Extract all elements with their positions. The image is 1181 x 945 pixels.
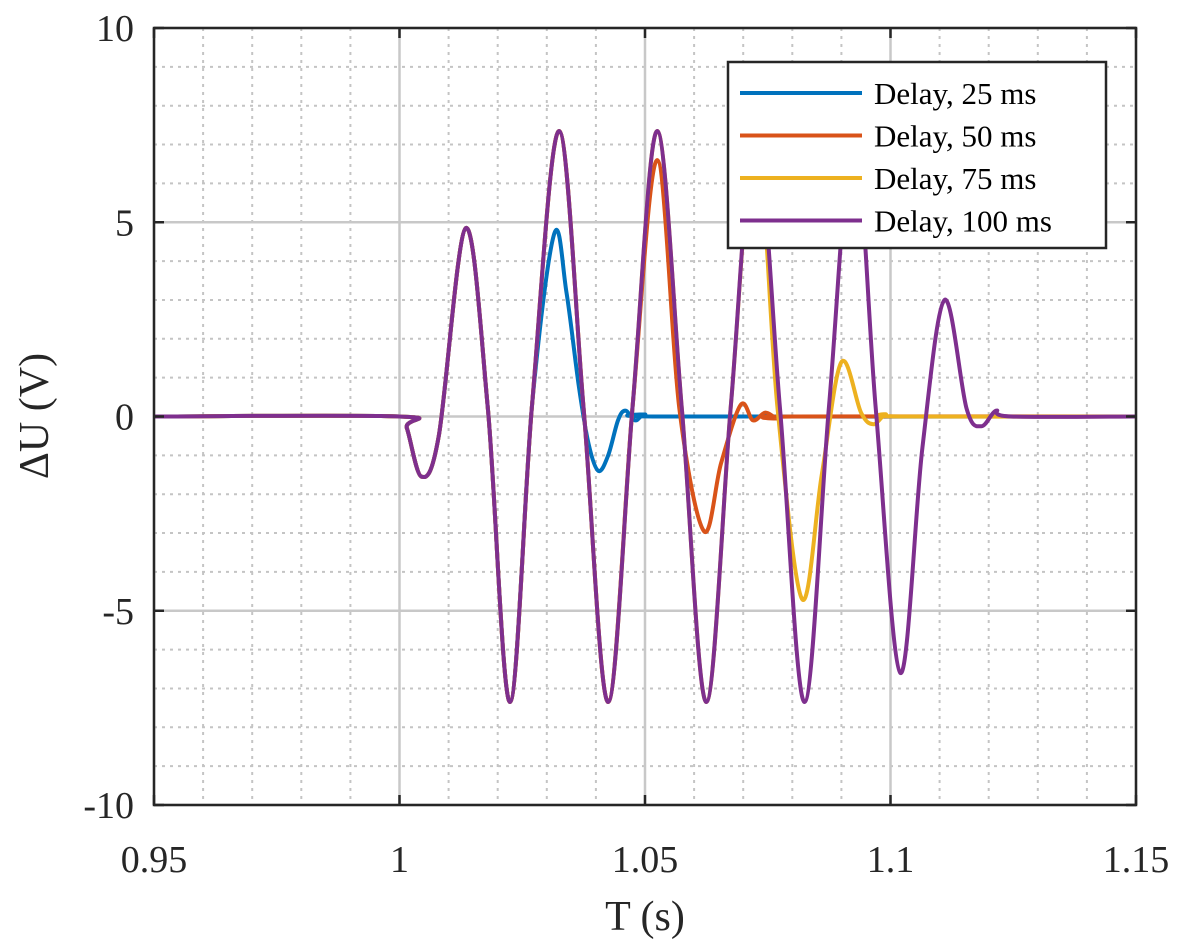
legend-label: Delay, 50 ms: [874, 119, 1036, 154]
y-tick-label: -10: [83, 785, 134, 827]
series-line-4: [153, 128, 1137, 705]
x-tick-label: 1.05: [612, 839, 679, 881]
x-tick-label: 1: [390, 839, 409, 881]
y-tick-label: 0: [115, 397, 134, 439]
legend-label: Delay, 100 ms: [874, 204, 1052, 239]
y-tick-label: 10: [96, 8, 134, 50]
legend-label: Delay, 75 ms: [874, 161, 1036, 196]
legend: Delay, 25 ms Delay, 50 ms Delay, 75 ms Dela…: [726, 60, 1108, 250]
legend-label: Delay, 25 ms: [874, 76, 1036, 111]
y-tick-label: -5: [102, 591, 134, 633]
x-tick-label: 0.95: [121, 839, 188, 881]
tick-marks: [152, 26, 1138, 807]
y-axis-label: ΔU (V): [12, 353, 58, 479]
x-tick-label: 1.15: [1103, 839, 1170, 881]
x-tick-label: 1.1: [867, 839, 915, 881]
series-lines: [153, 128, 1137, 705]
tick-labels: 0.95 1 1.05 1.1 1.15 -10 -5 0 5 10: [83, 8, 1169, 881]
legend-box: [726, 60, 1108, 250]
y-tick-label: 5: [115, 202, 134, 244]
x-axis-label: T (s): [605, 894, 685, 940]
